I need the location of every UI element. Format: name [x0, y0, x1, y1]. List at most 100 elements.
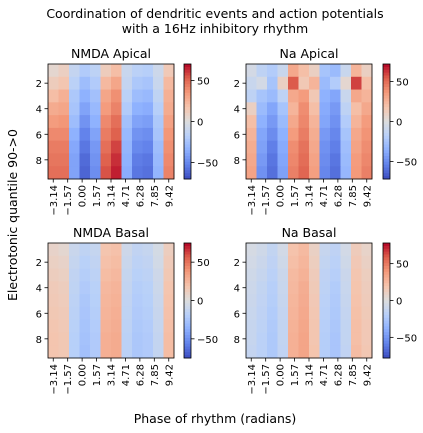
heatmap-cell	[153, 294, 164, 308]
heatmap-cell	[256, 115, 268, 129]
colorbar-segment	[383, 352, 390, 356]
heatmap-cell	[309, 115, 320, 129]
colorbar-segment	[184, 323, 191, 327]
heatmap-cell	[153, 345, 164, 359]
heatmap-cell	[256, 243, 268, 257]
colorbar-segment	[184, 121, 191, 125]
heatmap-cell	[153, 319, 164, 333]
heatmap-cell	[100, 243, 112, 257]
heatmap-cell	[111, 140, 122, 154]
y-tick-label: 2	[234, 79, 240, 90]
colorbar-segment	[383, 101, 390, 105]
colorbar-segment	[383, 254, 390, 258]
heatmap-cell	[288, 255, 299, 269]
y-tick-label: 2	[234, 258, 240, 269]
heatmap-cell	[277, 332, 289, 346]
heatmap-cell	[361, 243, 373, 257]
heatmap-cell	[163, 102, 175, 116]
heatmap-cell	[111, 319, 122, 333]
colorbar-segment	[184, 280, 191, 284]
heatmap-cell	[277, 268, 289, 282]
heatmap-cell	[267, 294, 278, 308]
heatmap-cell	[100, 332, 112, 346]
heatmap-cell	[277, 306, 289, 321]
colorbar-segment	[383, 343, 390, 347]
figure-x-label: Phase of rhythm (radians)	[134, 411, 297, 426]
heatmap-cell	[69, 115, 80, 129]
heatmap-cell	[330, 255, 341, 269]
heatmap-cell	[79, 255, 91, 269]
colorbar-segment	[184, 133, 191, 137]
heatmap-cell	[79, 115, 91, 129]
colorbar-segment	[383, 294, 390, 299]
heatmap-cell	[319, 115, 331, 129]
heatmap-cell	[351, 281, 362, 295]
colorbar-segment	[383, 115, 390, 120]
heatmap-cell	[330, 102, 341, 116]
colorbar-segment	[184, 72, 191, 76]
colorbar-segment	[383, 280, 390, 284]
heatmap-cell	[309, 294, 320, 308]
y-tick-label: 6	[36, 130, 42, 141]
heatmap-cell	[298, 64, 310, 78]
colorbar-segment	[184, 118, 191, 122]
heatmap-cell	[298, 76, 310, 90]
heatmap-cell	[132, 153, 143, 167]
colorbar-segment	[383, 340, 390, 345]
x-tick-label: 9.42	[362, 364, 373, 386]
heatmap-cell	[90, 243, 101, 257]
heatmap-cell	[256, 319, 268, 333]
x-tick-label: 0.00	[276, 185, 287, 207]
heatmap-cell	[48, 102, 59, 116]
y-tick-label: 2	[36, 258, 42, 269]
heatmap-cell	[256, 64, 268, 78]
heatmap-cell	[267, 345, 278, 359]
colorbar-segment	[383, 286, 390, 290]
heatmap-cell	[69, 268, 80, 282]
heatmap-cell	[111, 345, 122, 359]
heatmap-cell	[361, 281, 373, 295]
heatmap-cell	[48, 332, 59, 346]
colorbar-segment	[383, 92, 390, 97]
heatmap-cell	[142, 294, 154, 308]
heatmap-cell	[330, 153, 341, 167]
heatmap-cell	[351, 319, 362, 333]
heatmap-cell	[309, 332, 320, 346]
heatmap-cell	[288, 76, 299, 90]
heatmap-cell	[79, 153, 91, 167]
heatmap-cell	[153, 243, 164, 257]
heatmap-cell	[58, 243, 70, 257]
heatmap-cell	[132, 332, 143, 346]
colorbar-segment	[184, 87, 191, 91]
heatmap-cell	[361, 166, 373, 180]
heatmap-cell	[111, 294, 122, 308]
heatmap-cell	[79, 166, 91, 180]
heatmap-cell	[142, 243, 154, 257]
heatmap-cell	[298, 268, 310, 282]
heatmap-cell	[111, 64, 122, 78]
heatmap-cell	[132, 166, 143, 180]
heatmap-cell	[163, 64, 175, 78]
heatmap-cell	[90, 255, 101, 269]
colorbar-segment	[383, 107, 390, 111]
colorbar-segment	[184, 107, 191, 111]
heatmap-cell	[267, 306, 278, 321]
heatmap-cell	[330, 268, 341, 282]
heatmap-cell	[142, 76, 154, 90]
x-tick-label: 3.14	[305, 185, 316, 207]
heatmap-cell	[277, 345, 289, 359]
colorbar-segment	[383, 84, 390, 88]
colorbar-segment	[383, 248, 390, 253]
heatmap-cell	[330, 306, 341, 321]
x-tick-label: 4.71	[121, 185, 132, 207]
heatmap-cell	[256, 345, 268, 359]
heatmap-cell	[351, 89, 362, 103]
colorbar-segment	[184, 138, 191, 143]
heatmap-cell	[361, 64, 373, 78]
heatmap-cell	[121, 166, 133, 180]
heatmap-cell	[90, 153, 101, 167]
heatmap-cell	[277, 255, 289, 269]
heatmap-cell	[277, 166, 289, 180]
heatmap-cell	[267, 127, 278, 142]
heatmap-cell	[319, 140, 331, 154]
